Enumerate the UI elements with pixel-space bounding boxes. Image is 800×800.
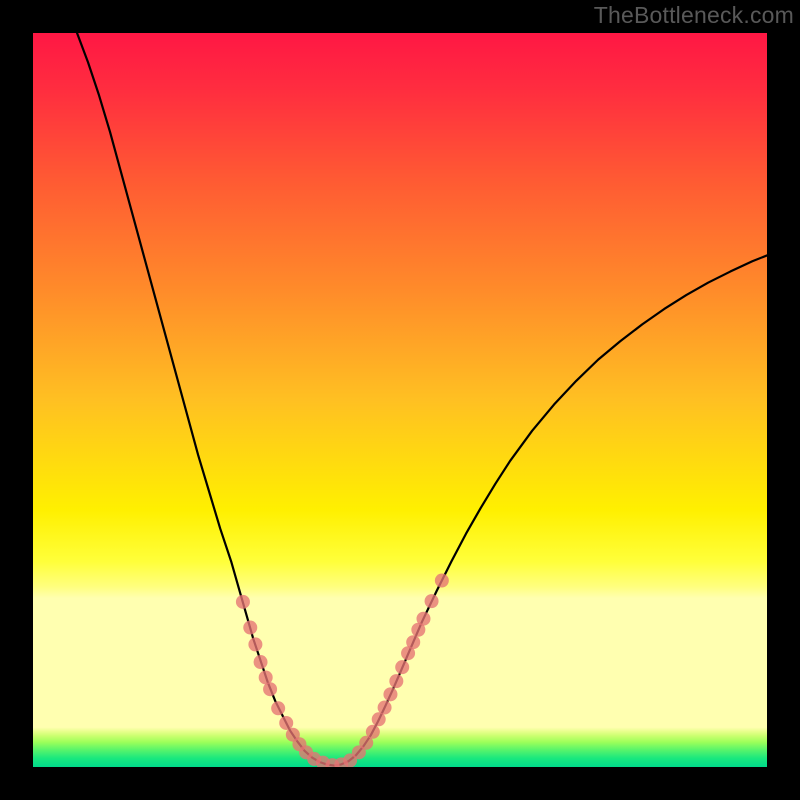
plot-background bbox=[33, 33, 767, 767]
data-marker bbox=[263, 682, 277, 696]
chart-svg bbox=[0, 0, 800, 800]
chart-stage: TheBottleneck.com bbox=[0, 0, 800, 800]
data-marker bbox=[366, 725, 380, 739]
data-marker bbox=[243, 621, 257, 635]
data-marker bbox=[254, 655, 268, 669]
data-marker bbox=[248, 637, 262, 651]
data-marker bbox=[425, 594, 439, 608]
data-marker bbox=[389, 674, 403, 688]
data-marker bbox=[383, 687, 397, 701]
data-marker bbox=[271, 701, 285, 715]
data-marker bbox=[395, 660, 409, 674]
data-marker bbox=[435, 574, 449, 588]
data-marker bbox=[378, 701, 392, 715]
watermark-text: TheBottleneck.com bbox=[594, 2, 794, 29]
data-marker bbox=[416, 612, 430, 626]
data-marker bbox=[236, 595, 250, 609]
data-marker bbox=[279, 716, 293, 730]
data-marker bbox=[406, 635, 420, 649]
